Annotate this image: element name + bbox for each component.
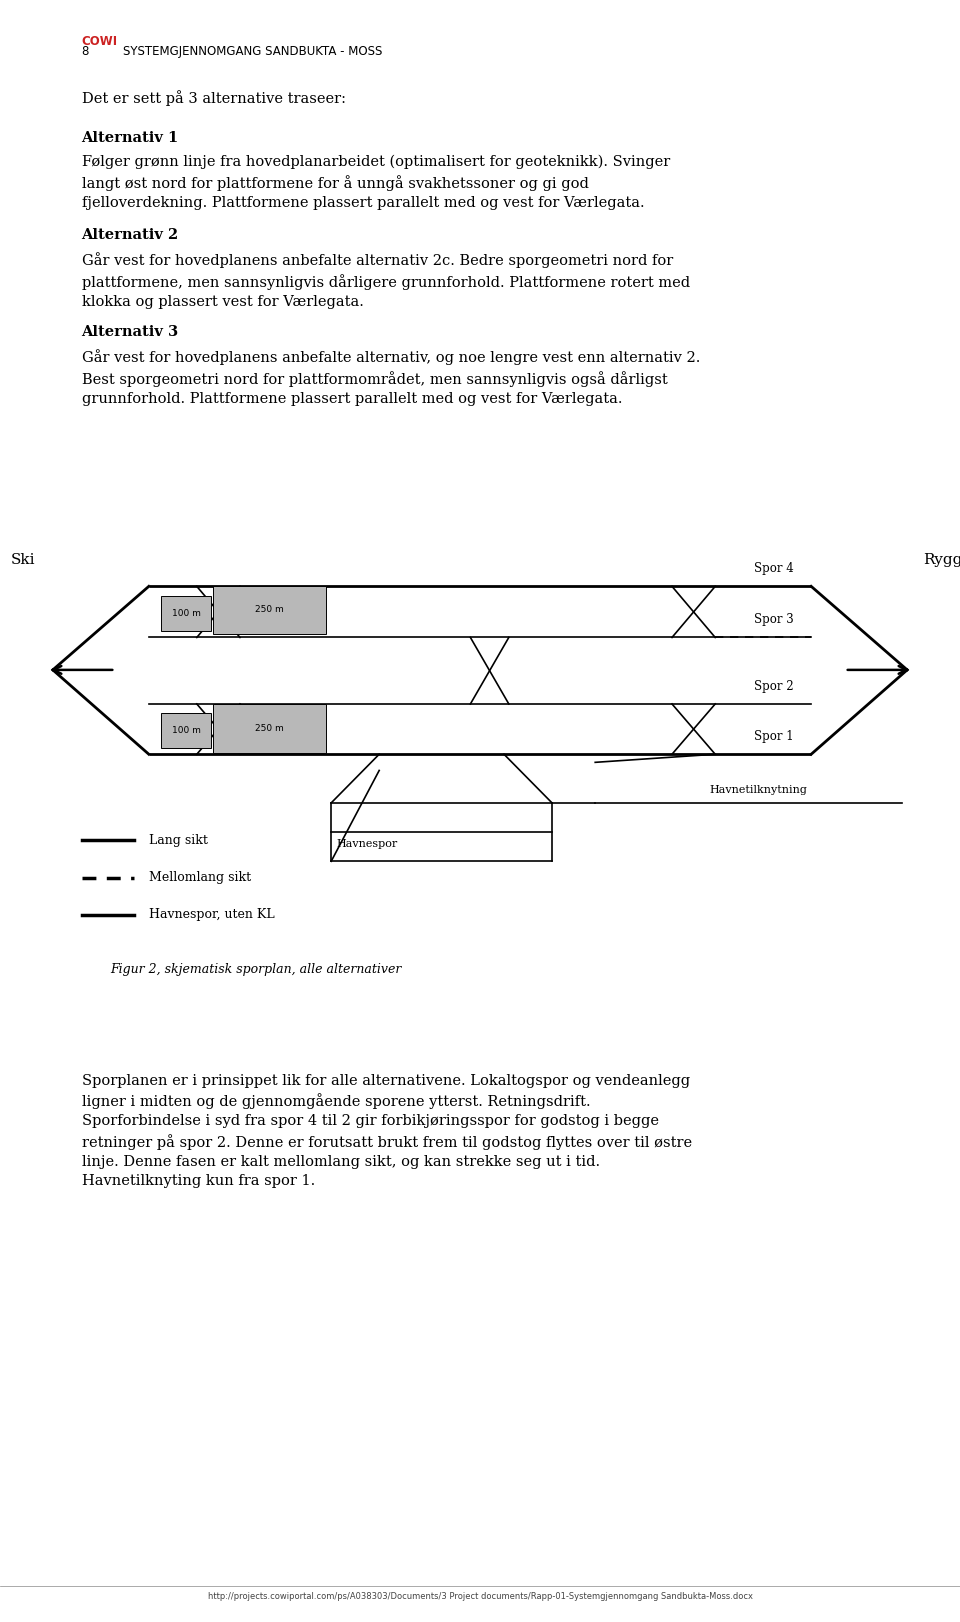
Text: Ski: Ski: [11, 553, 36, 568]
Bar: [213, 586, 326, 634]
Text: Spor 1: Spor 1: [754, 730, 793, 743]
Text: Lang sikt: Lang sikt: [149, 834, 207, 847]
Text: Rygge: Rygge: [924, 553, 960, 568]
Text: 100 m: 100 m: [172, 608, 201, 618]
Text: COWI: COWI: [82, 34, 118, 49]
Text: Går vest for hovedplanens anbefalte alternativ, og noe lengre vest enn alternati: Går vest for hovedplanens anbefalte alte…: [82, 349, 700, 406]
Text: Alternativ 3: Alternativ 3: [82, 324, 179, 339]
Text: Alternativ 1: Alternativ 1: [82, 130, 179, 144]
Text: Sporplanen er i prinsippet lik for alle alternativene. Lokaltogspor og vendeanle: Sporplanen er i prinsippet lik for alle …: [82, 1074, 692, 1187]
Text: SYSTEMGJENNOMGANG SANDBUKTA - MOSS: SYSTEMGJENNOMGANG SANDBUKTA - MOSS: [123, 44, 382, 58]
Text: http://projects.cowiportal.com/ps/A038303/Documents/3 Project documents/Rapp-01-: http://projects.cowiportal.com/ps/A03830…: [207, 1591, 753, 1601]
Text: 8: 8: [82, 44, 89, 58]
Text: Følger grønn linje fra hovedplanarbeidet (optimalisert for geoteknikk). Svinger
: Følger grønn linje fra hovedplanarbeidet…: [82, 156, 670, 209]
Text: Spor 3: Spor 3: [754, 613, 793, 626]
Text: Figur 2, skjematisk sporplan, alle alternativer: Figur 2, skjematisk sporplan, alle alter…: [110, 963, 402, 976]
Text: Mellomlang sikt: Mellomlang sikt: [149, 871, 251, 884]
Bar: [213, 704, 326, 753]
Text: 250 m: 250 m: [255, 605, 284, 615]
Text: Det er sett på 3 alternative traseer:: Det er sett på 3 alternative traseer:: [82, 89, 346, 105]
Bar: [161, 712, 211, 748]
Text: Spor 4: Spor 4: [754, 561, 793, 576]
Text: Alternativ 2: Alternativ 2: [82, 227, 179, 242]
Text: Havnespor, uten KL: Havnespor, uten KL: [149, 908, 275, 921]
Text: 100 m: 100 m: [172, 725, 201, 735]
Text: Havnetilknytning: Havnetilknytning: [709, 785, 807, 795]
Text: Spor 2: Spor 2: [754, 680, 793, 693]
Text: Går vest for hovedplanens anbefalte alternativ 2c. Bedre sporgeometri nord for
p: Går vest for hovedplanens anbefalte alte…: [82, 251, 689, 308]
Bar: [161, 595, 211, 631]
Text: Havnespor: Havnespor: [336, 839, 397, 848]
Text: 250 m: 250 m: [255, 723, 284, 733]
